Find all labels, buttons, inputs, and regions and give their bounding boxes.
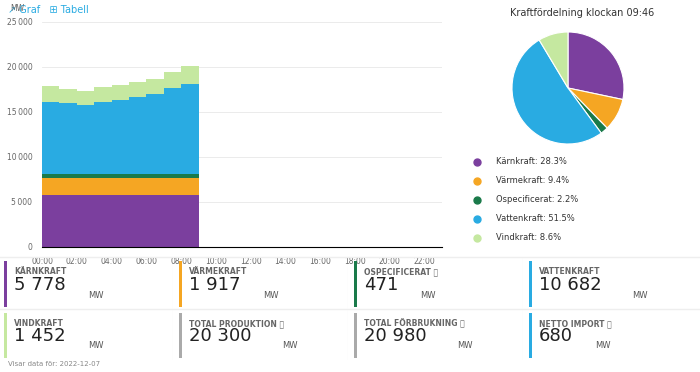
Text: OSPECIFICERAT ⓘ: OSPECIFICERAT ⓘ [364, 267, 438, 276]
Text: Ospecificerat: 2.2%: Ospecificerat: 2.2% [496, 195, 578, 204]
Bar [179, 261, 182, 307]
Text: Vattenkraft: 51.5%: Vattenkraft: 51.5% [496, 214, 574, 223]
Text: TOTAL FÖRBRUKNING ⓘ: TOTAL FÖRBRUKNING ⓘ [364, 319, 465, 328]
Text: MW: MW [263, 291, 279, 300]
Text: NETTO IMPORT ⓘ: NETTO IMPORT ⓘ [539, 319, 612, 328]
Text: MW: MW [457, 341, 473, 350]
Text: 5 778: 5 778 [14, 276, 66, 294]
Wedge shape [568, 32, 624, 100]
Text: MW: MW [10, 4, 24, 13]
Text: VINDKRAFT: VINDKRAFT [14, 319, 64, 328]
Text: 1 452: 1 452 [14, 327, 66, 345]
Bar [529, 312, 532, 357]
Wedge shape [512, 40, 601, 144]
Text: 20 300: 20 300 [189, 327, 251, 345]
Text: VATTENKRAFT: VATTENKRAFT [539, 267, 601, 276]
Text: VÄRMEKRAFT: VÄRMEKRAFT [189, 267, 248, 276]
Text: Kraftfördelning klockan 09:46: Kraftfördelning klockan 09:46 [510, 8, 654, 18]
Text: 1 917: 1 917 [189, 276, 241, 294]
Bar [354, 261, 357, 307]
Bar [4, 312, 7, 357]
Text: 471: 471 [364, 276, 398, 294]
Text: MW: MW [595, 341, 610, 350]
Wedge shape [568, 88, 623, 128]
Text: Värmekraft: 9.4%: Värmekraft: 9.4% [496, 176, 568, 185]
Text: Vindkraft: 8.6%: Vindkraft: 8.6% [496, 233, 561, 242]
Wedge shape [539, 32, 568, 88]
Text: MW: MW [632, 291, 648, 300]
Text: MW: MW [282, 341, 298, 350]
Text: MW: MW [88, 341, 104, 350]
Text: MW: MW [88, 291, 104, 300]
Text: 10 682: 10 682 [539, 276, 602, 294]
Wedge shape [568, 88, 607, 133]
Bar [529, 261, 532, 307]
Text: Visar data för: 2022-12-07: Visar data för: 2022-12-07 [8, 361, 100, 367]
Bar [354, 312, 357, 357]
Text: ↗ Graf   ⊞ Tabell: ↗ Graf ⊞ Tabell [8, 5, 89, 15]
Text: MW: MW [420, 291, 435, 300]
Text: KÄRNKRAFT: KÄRNKRAFT [14, 267, 66, 276]
Text: 20 980: 20 980 [364, 327, 427, 345]
Text: Kärnkraft: 28.3%: Kärnkraft: 28.3% [496, 157, 566, 167]
Text: TOTAL PRODUKTION ⓘ: TOTAL PRODUKTION ⓘ [189, 319, 284, 328]
Text: 680: 680 [539, 327, 573, 345]
Bar [179, 312, 182, 357]
Bar [4, 261, 7, 307]
